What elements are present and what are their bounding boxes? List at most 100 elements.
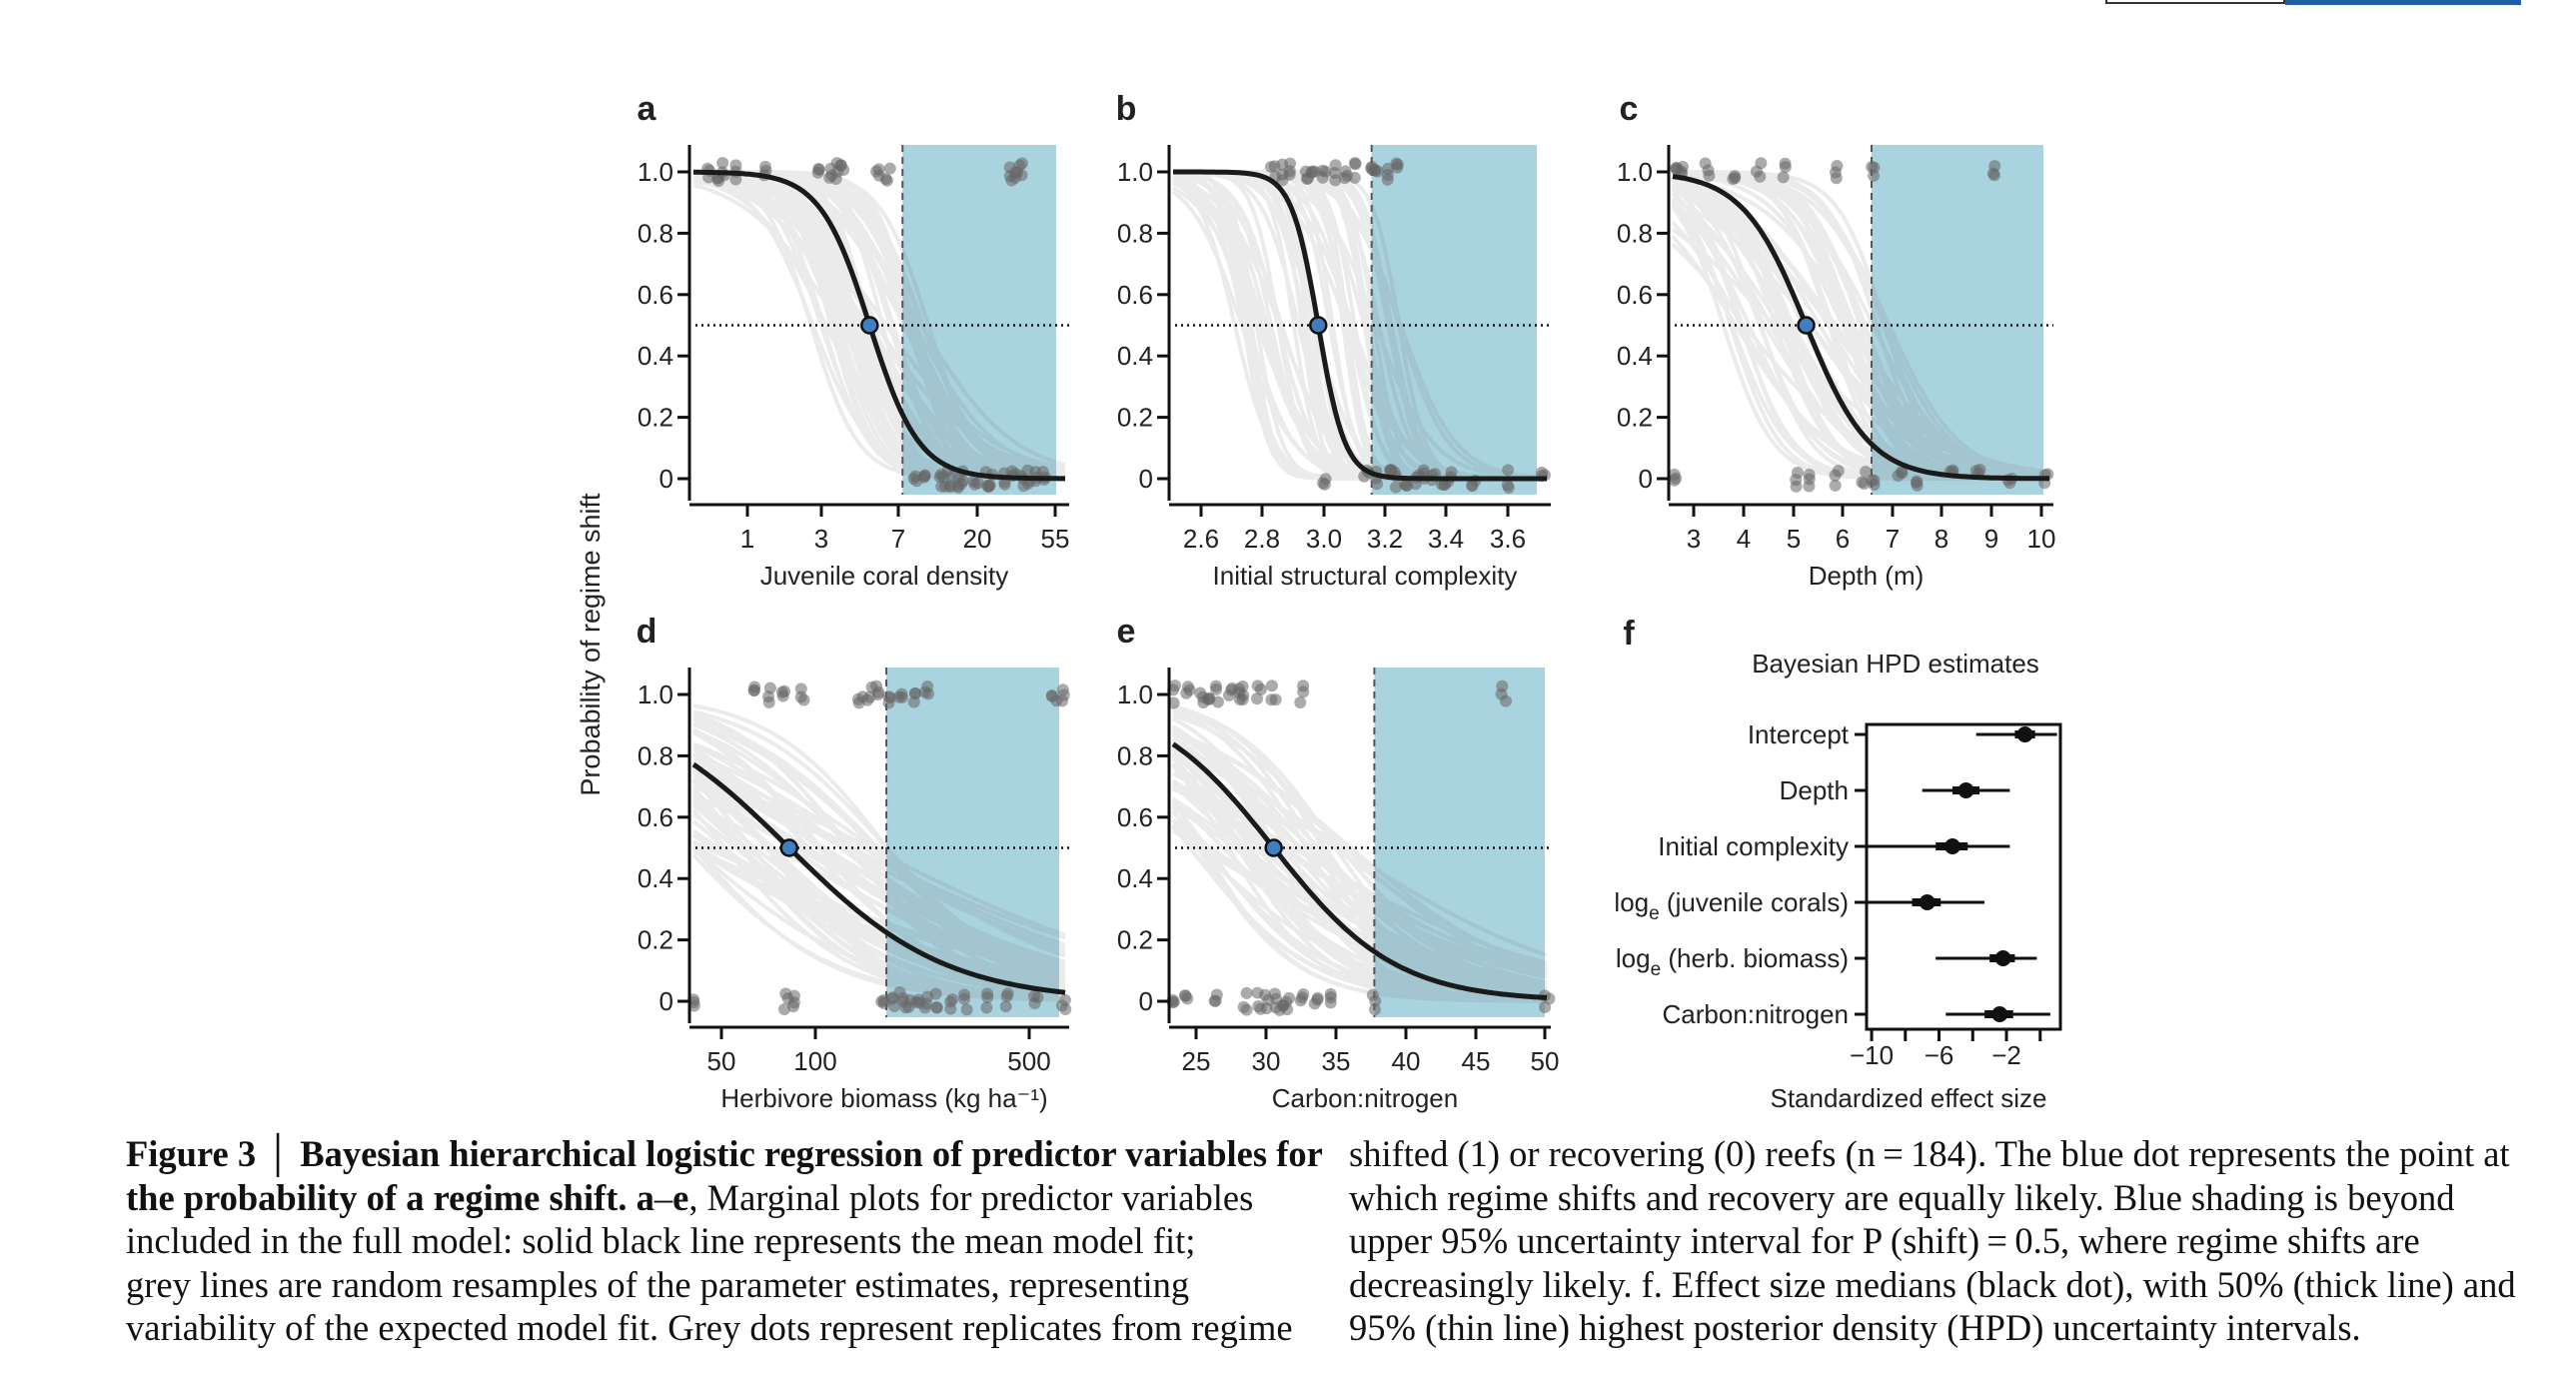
panel-e-sample-line xyxy=(1171,796,1548,987)
panel-f-category-label: Intercept xyxy=(1748,719,1850,749)
panel-b-mean-fit-line xyxy=(1173,169,1547,482)
panel-f-category-label: Carbon:nitrogen xyxy=(1663,999,1849,1029)
panel-d-sample-line xyxy=(691,819,1066,997)
panel-letter-d: d xyxy=(637,613,657,651)
panel-d-sample-line xyxy=(692,767,1066,947)
panel-c-x-tick-label: 9 xyxy=(1984,524,1998,554)
panel-b-y-tick-label: 0 xyxy=(1139,464,1153,494)
panel-c-blue-point xyxy=(1797,316,1816,335)
panel-c-x-tick-label: 6 xyxy=(1836,524,1850,554)
panel-d-sample-line xyxy=(692,756,1066,982)
panel-ref-a: a xyxy=(636,1176,654,1218)
panel-a-mean-fit-line xyxy=(692,169,1065,482)
panel-c-sample-line xyxy=(1672,176,2050,477)
panel-e-sample-line xyxy=(1171,756,1548,1003)
panel-b-blue-point xyxy=(1309,316,1328,335)
panel-d-sample-line xyxy=(692,720,1066,977)
panel-e-sample-line xyxy=(1172,743,1548,985)
panel-e-sample-line xyxy=(1171,755,1548,1003)
panel-e-mean-fit-line xyxy=(1171,741,1548,1000)
caption-line-7: which regime shifts and recovery are equ… xyxy=(1349,1176,2455,1218)
panel-d-sample-line xyxy=(691,782,1066,979)
panel-e-sample-line xyxy=(1171,810,1548,1002)
panel-b-point-shift xyxy=(1390,157,1403,170)
panel-f-median-dot xyxy=(1991,1006,2008,1022)
panel-e-point-recover xyxy=(1258,988,1271,1001)
panel-e-sample-line xyxy=(1172,712,1548,992)
panel-a-sample-line xyxy=(692,171,1066,474)
panel-c-sample-line xyxy=(1672,187,2050,479)
panel-e-point-recover xyxy=(1240,986,1253,999)
panel-d-x-tick-label: 500 xyxy=(1007,1046,1050,1076)
panel-letter-e: e xyxy=(1117,613,1136,651)
panel-d-x-axis-label: Herbivore biomass (kg ha⁻¹) xyxy=(720,1083,1047,1113)
panel-letter-c: c xyxy=(1620,90,1639,128)
caption-line-2: the probability of a regime shift. a–e, … xyxy=(126,1176,1305,1220)
panel-e-sample-line xyxy=(1171,823,1548,1003)
panel-e-point-recover xyxy=(1539,1001,1552,1014)
panel-e-sample-line xyxy=(1171,724,1548,1002)
panel-f-category-label: loge (juvenile corals) xyxy=(1614,887,1849,924)
caption-text-2: , Marginal plots for predictor variables xyxy=(688,1176,1254,1218)
panel-a-sample-line xyxy=(692,178,1066,471)
panel-d-x-tick-label: 50 xyxy=(707,1046,736,1076)
panel-d-y-tick-label: 1.0 xyxy=(638,680,673,709)
panel-e-x-tick-label: 45 xyxy=(1462,1046,1491,1076)
panel-a-point-recover xyxy=(983,479,996,492)
panel-d-point-recover xyxy=(981,987,994,1000)
panel-e-x-tick-label: 25 xyxy=(1182,1046,1211,1076)
panel-e-sample-line xyxy=(1171,817,1548,993)
panel-b-point-shift xyxy=(1338,172,1351,185)
panel-d-sample-line xyxy=(692,709,1066,982)
panel-e-point-shift xyxy=(1250,692,1263,705)
panel-c-mean-fit-line xyxy=(1672,174,2050,482)
panel-a-x-axis-label: Juvenile coral density xyxy=(760,561,1009,591)
panel-b-point-shift xyxy=(1381,173,1394,186)
panel-d-point-shift xyxy=(870,680,883,692)
panel-d-sample-line xyxy=(692,770,1066,951)
panel-d-sample-line xyxy=(692,769,1066,968)
panel-b-point-shift xyxy=(1349,157,1362,170)
panel-d-point-recover xyxy=(999,1000,1012,1013)
panel-letter-f: f xyxy=(1623,615,1635,653)
panel-d-point-recover xyxy=(1000,990,1013,1003)
panel-e-shaded-region xyxy=(1374,668,1545,1017)
panel-c-point-shift xyxy=(1831,159,1844,172)
panel-f-category-label: loge (herb. biomass) xyxy=(1616,943,1849,980)
panel-e-sample-line xyxy=(1171,783,1548,997)
panel-c-x-tick-label: 10 xyxy=(2027,524,2056,554)
panel-c-y-tick-label: 0.8 xyxy=(1617,218,1653,248)
panel-e-x-tick-label: 50 xyxy=(1531,1046,1560,1076)
panel-f-median-dot xyxy=(1994,950,2011,966)
panel-c-y-tick-label: 0.2 xyxy=(1617,403,1653,433)
panel-e-sample-line xyxy=(1171,749,1548,1002)
panel-f-title: Bayesian HPD estimates xyxy=(1752,649,2039,679)
panel-c-point-shift xyxy=(1750,165,1763,178)
panel-c-sample-line xyxy=(1672,198,2050,476)
panel-d-point-recover xyxy=(929,987,942,1000)
panel-a-x-tick-label: 1 xyxy=(740,524,754,554)
caption-line-3: included in the full model: solid black … xyxy=(126,1220,1196,1261)
panel-d-point-shift xyxy=(884,692,897,704)
panel-a-sample-line xyxy=(692,172,1066,468)
panel-e-point-shift xyxy=(1297,686,1310,698)
caption-dash: – xyxy=(653,1176,673,1218)
panel-e-sample-line xyxy=(1171,763,1548,1003)
panel-c-sample-line xyxy=(1671,202,2050,480)
panel-e-point-shift xyxy=(1168,680,1181,692)
panel-e-y-tick-label: 0.8 xyxy=(1117,740,1153,770)
panel-e-sample-line xyxy=(1171,808,1547,1003)
panel-d-sample-line xyxy=(692,792,1066,964)
panel-b-point-recover xyxy=(1466,480,1479,493)
panel-f-x-axis-label: Standardized effect size xyxy=(1770,1083,2046,1113)
panel-d-sample-line xyxy=(692,800,1066,971)
panel-e-sample-line xyxy=(1171,763,1548,1002)
panel-d-y-tick-label: 0.4 xyxy=(638,863,673,893)
panel-b-x-tick-label: 2.6 xyxy=(1183,524,1219,554)
panel-d-sample-line xyxy=(692,742,1066,979)
caption-line-8: upper 95% uncertainty interval for P (sh… xyxy=(1349,1220,2420,1261)
panel-a-sample-line xyxy=(692,179,1066,473)
panel-d-sample-line xyxy=(691,833,1066,986)
panel-a-point-recover xyxy=(956,475,969,488)
panel-d-points xyxy=(687,680,1072,1016)
